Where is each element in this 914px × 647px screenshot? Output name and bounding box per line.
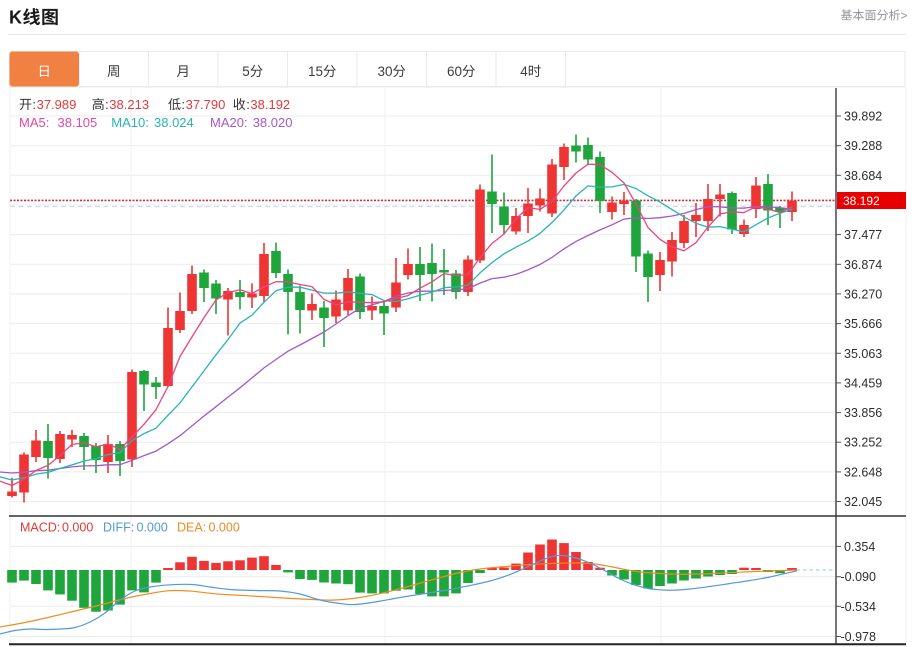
svg-text::: : <box>246 97 250 112</box>
svg-text:K: K <box>9 8 22 28</box>
svg-text:5: 5 <box>242 64 250 79</box>
svg-text:-0.978: -0.978 <box>841 630 876 644</box>
svg-text:60: 60 <box>447 64 462 79</box>
svg-text:0.000: 0.000 <box>62 521 93 535</box>
svg-text:>: > <box>901 9 908 23</box>
svg-text:38.213: 38.213 <box>109 97 149 112</box>
svg-text:33.856: 33.856 <box>844 406 882 420</box>
svg-text:39.288: 39.288 <box>844 139 882 153</box>
svg-text:38.020: 38.020 <box>253 115 293 130</box>
svg-text:32.648: 32.648 <box>844 465 882 479</box>
svg-text:DIFF:: DIFF: <box>103 521 134 535</box>
svg-text::: : <box>105 97 109 112</box>
svg-text:MA20:: MA20: <box>210 115 248 130</box>
svg-text:MA10:: MA10: <box>111 115 149 130</box>
svg-text:35.063: 35.063 <box>844 347 882 361</box>
svg-text:37.790: 37.790 <box>186 97 226 112</box>
svg-text:38.684: 38.684 <box>844 169 882 183</box>
svg-text:38.105: 38.105 <box>58 115 98 130</box>
svg-text:39.892: 39.892 <box>844 110 882 124</box>
svg-text::: : <box>181 97 185 112</box>
svg-text:37.477: 37.477 <box>844 228 882 242</box>
svg-text:-0.090: -0.090 <box>841 570 876 584</box>
svg-text:MA5:: MA5: <box>19 115 49 130</box>
svg-text:4: 4 <box>520 64 528 79</box>
svg-text:36.270: 36.270 <box>844 287 882 301</box>
svg-text:15: 15 <box>308 64 323 79</box>
svg-text:MACD:: MACD: <box>20 521 60 535</box>
svg-text:38.192: 38.192 <box>250 97 290 112</box>
svg-text:32.045: 32.045 <box>844 495 882 509</box>
svg-text:0.354: 0.354 <box>844 540 875 554</box>
svg-text::: : <box>32 97 36 112</box>
svg-text:36.874: 36.874 <box>844 258 882 272</box>
svg-text:30: 30 <box>377 64 392 79</box>
svg-text:0.000: 0.000 <box>137 521 168 535</box>
svg-text:33.252: 33.252 <box>844 436 882 450</box>
svg-text:37.989: 37.989 <box>37 97 77 112</box>
svg-text:38.024: 38.024 <box>154 115 194 130</box>
svg-text:38.192: 38.192 <box>843 194 880 208</box>
svg-text:0.000: 0.000 <box>209 521 240 535</box>
svg-text:DEA:: DEA: <box>177 521 206 535</box>
svg-text:35.666: 35.666 <box>844 317 882 331</box>
svg-text:-0.534: -0.534 <box>841 600 876 614</box>
svg-text:34.459: 34.459 <box>844 376 882 390</box>
